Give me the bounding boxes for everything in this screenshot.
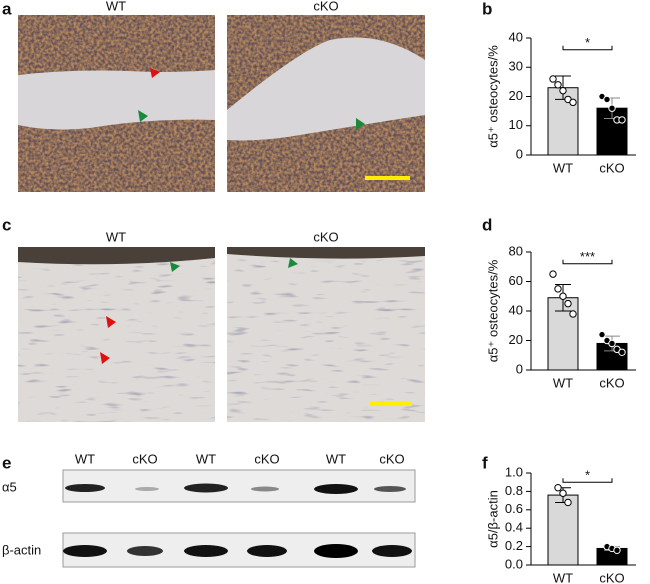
significance-bracket xyxy=(562,45,613,51)
x-tick-label: cKO xyxy=(599,160,624,175)
panel-letter: d xyxy=(482,215,492,234)
bar xyxy=(547,494,579,566)
x-tick-label: WT xyxy=(553,570,573,584)
x-tick-label: WT xyxy=(553,160,573,175)
panel-letter: c xyxy=(2,215,11,234)
blot-row-label: β-actin xyxy=(2,542,41,557)
y-tick-label: 1.0 xyxy=(505,464,523,479)
lane-label: WT xyxy=(75,451,95,466)
data-point xyxy=(559,86,567,95)
data-point xyxy=(618,116,626,124)
panel-letter: a xyxy=(2,0,12,18)
y-tick-label: 20 xyxy=(509,88,523,103)
data-point xyxy=(554,285,562,293)
panel-letter: f xyxy=(482,453,488,472)
micrograph xyxy=(227,247,425,422)
y-axis-label: α5⁺ osteocytes/% xyxy=(485,259,500,362)
blot-row-label: α5 xyxy=(2,479,17,494)
data-point xyxy=(598,330,606,339)
lane-label: WT xyxy=(326,451,346,466)
data-point xyxy=(613,546,621,554)
data-point xyxy=(608,339,616,348)
y-tick-label: 40 xyxy=(509,302,523,317)
image-label: cKO xyxy=(313,229,338,244)
lane-label: cKO xyxy=(254,451,279,466)
data-point xyxy=(549,270,557,278)
data-point xyxy=(554,81,562,89)
y-tick-label: 40 xyxy=(509,29,523,44)
blot xyxy=(62,469,416,568)
x-tick-label: cKO xyxy=(599,570,624,584)
data-point xyxy=(559,489,567,497)
data-point xyxy=(559,292,567,300)
data-point xyxy=(608,104,616,112)
y-tick-label: 20 xyxy=(509,332,523,347)
y-tick-label: 0 xyxy=(516,146,523,161)
significance: *** xyxy=(580,249,595,264)
micrograph xyxy=(18,247,215,422)
image-label: WT xyxy=(106,0,126,13)
lane-label: cKO xyxy=(132,451,157,466)
lane-label: WT xyxy=(196,451,216,466)
y-tick-label: 0 xyxy=(516,361,523,376)
micrograph xyxy=(227,15,425,192)
panel-letter: e xyxy=(2,453,11,472)
significance: * xyxy=(585,468,590,483)
y-tick-label: 0.0 xyxy=(505,556,523,571)
significance-bracket xyxy=(562,259,613,265)
x-tick-label: cKO xyxy=(599,375,624,390)
y-tick-label: 30 xyxy=(509,59,523,74)
data-point xyxy=(569,98,577,107)
data-point xyxy=(569,310,577,318)
data-point xyxy=(554,484,562,492)
data-point xyxy=(564,299,572,308)
y-axis-label: α5/β-actin xyxy=(485,490,500,548)
data-point xyxy=(618,348,626,356)
y-tick-label: 0.8 xyxy=(505,483,523,498)
y-tick-label: 60 xyxy=(509,273,523,288)
y-tick-label: 10 xyxy=(509,117,523,132)
lane-label: cKO xyxy=(379,451,404,466)
data-point xyxy=(564,498,572,507)
image-label: WT xyxy=(106,229,126,244)
panel-letter: b xyxy=(482,0,492,18)
y-tick-label: 0.4 xyxy=(505,520,523,535)
significance: * xyxy=(585,35,590,50)
x-tick-label: WT xyxy=(553,375,573,390)
image-label: cKO xyxy=(313,0,338,13)
y-tick-label: 0.6 xyxy=(505,501,523,516)
data-point xyxy=(549,75,557,83)
y-tick-label: 80 xyxy=(509,243,523,258)
y-axis-label: α5⁺ osteocytes/% xyxy=(485,45,500,148)
y-tick-label: 0.2 xyxy=(505,538,523,553)
micrograph xyxy=(18,15,215,192)
significance-bracket xyxy=(562,478,613,483)
data-point xyxy=(603,95,611,104)
